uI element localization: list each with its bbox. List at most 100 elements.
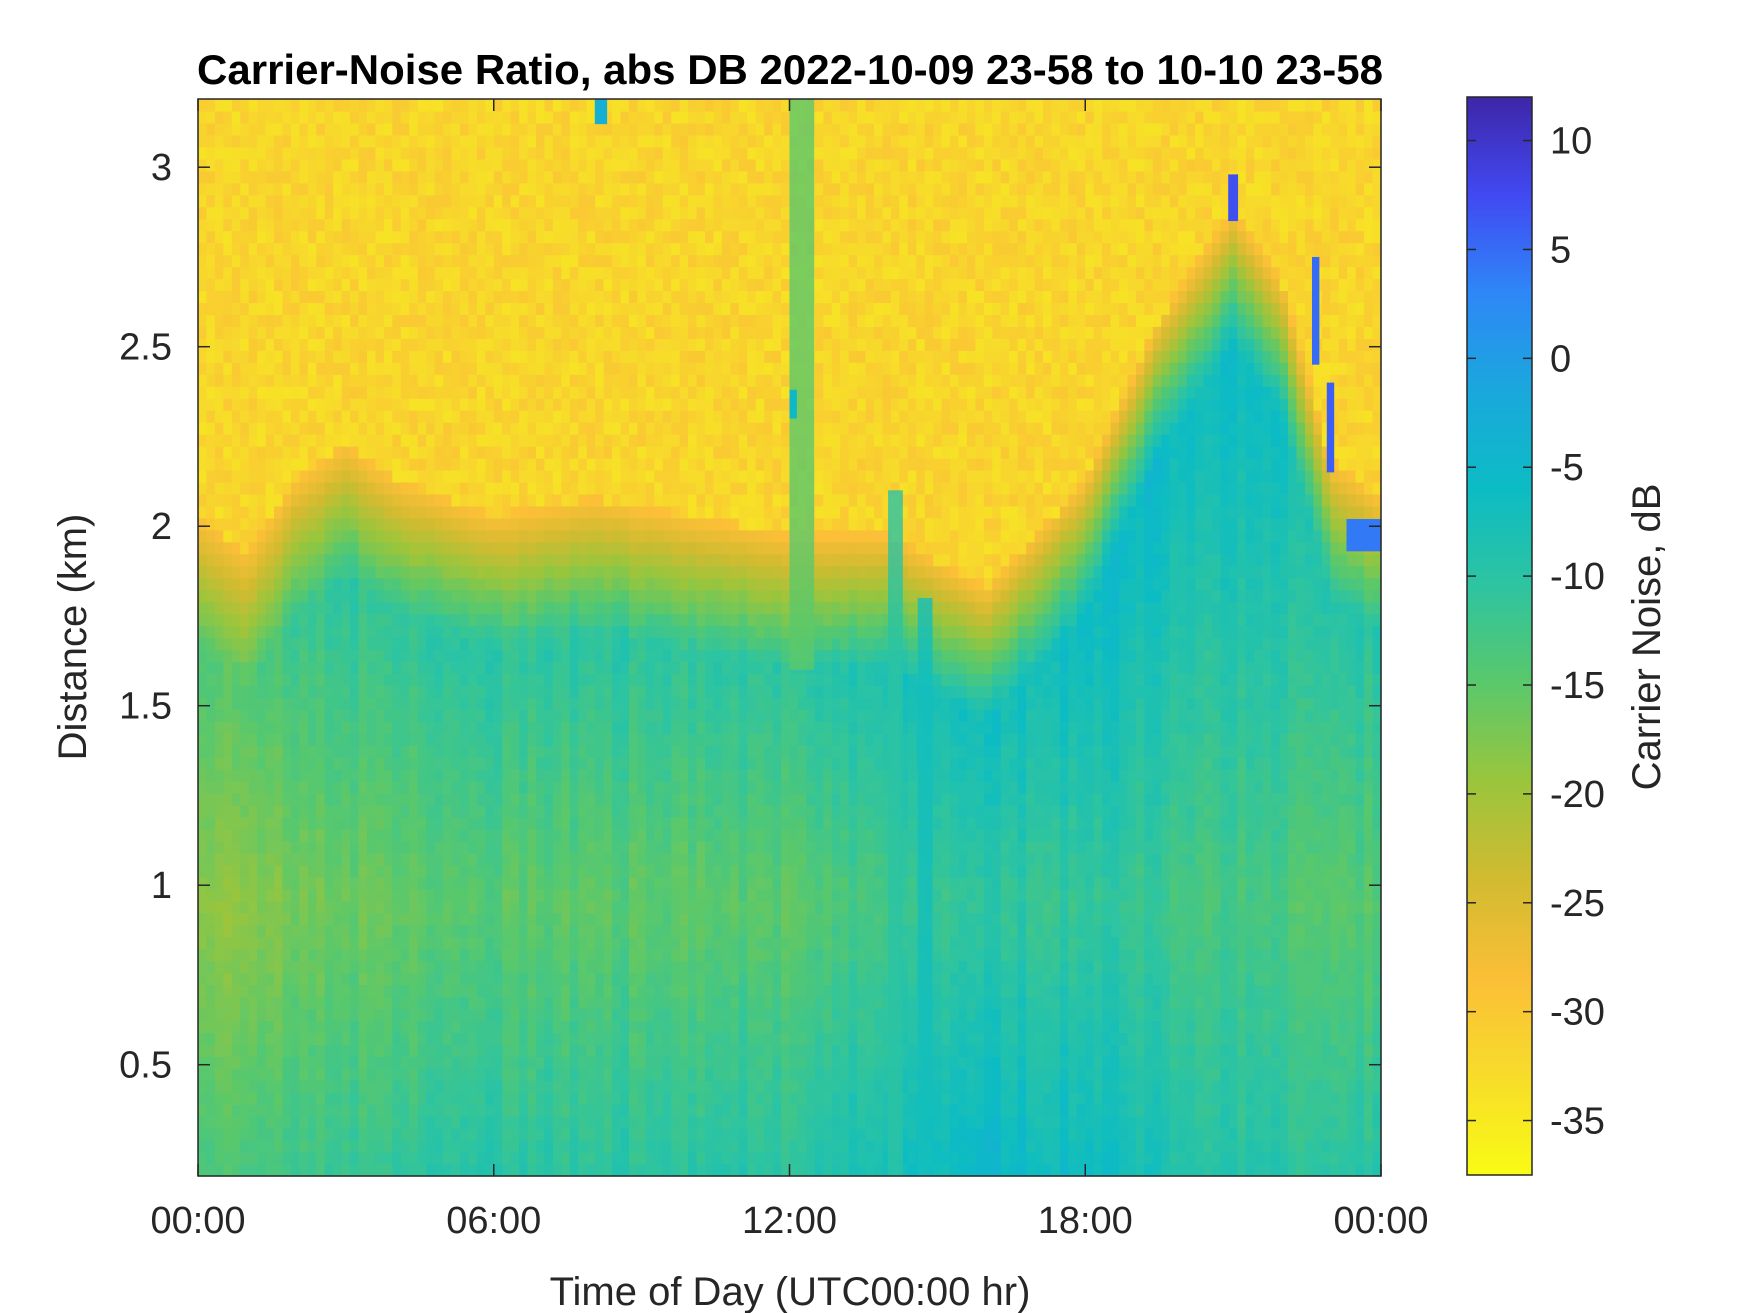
heatmap-cell: [400, 278, 410, 292]
heatmap-cell: [274, 158, 284, 172]
heatmap-cell: [612, 122, 622, 136]
heatmap-cell: [552, 936, 562, 950]
heatmap-cell: [476, 637, 486, 651]
heatmap-cell: [569, 481, 579, 495]
heatmap-cell: [628, 1080, 638, 1093]
heatmap-cell: [459, 314, 469, 327]
heatmap-cell: [324, 194, 334, 208]
heatmap-cell: [561, 1032, 571, 1045]
heatmap-cell: [459, 793, 469, 806]
heatmap-cell: [645, 362, 655, 375]
heatmap-cell: [561, 1128, 571, 1141]
heatmap-cell: [595, 840, 605, 854]
heatmap-cell: [375, 206, 385, 220]
heatmap-cell: [628, 1128, 638, 1141]
heatmap-cell: [240, 314, 250, 327]
heatmap-cell: [358, 398, 368, 411]
heatmap-cell: [409, 793, 419, 806]
heatmap-cell: [333, 613, 343, 627]
heatmap-cell: [527, 374, 537, 387]
heatmap-cell: [392, 805, 402, 818]
heatmap-cell: [612, 422, 622, 435]
heatmap-cell: [265, 721, 275, 734]
heatmap-cell: [274, 278, 284, 292]
heatmap-cell: [561, 996, 571, 1010]
heatmap-cell: [468, 398, 478, 411]
heatmap-cell: [612, 948, 622, 962]
heatmap-cell: [214, 900, 224, 914]
heatmap-cell: [248, 1128, 258, 1141]
heatmap-cell: [206, 781, 216, 794]
heatmap-cell: [400, 805, 410, 818]
heatmap-cell: [383, 649, 393, 663]
heatmap-cell: [417, 721, 427, 734]
heatmap-cell: [290, 314, 300, 327]
heatmap-cell: [620, 1008, 630, 1022]
heatmap-cell: [527, 709, 537, 722]
heatmap-cell: [544, 589, 554, 603]
heatmap-cell: [274, 996, 284, 1010]
heatmap-cell: [400, 505, 410, 519]
heatmap-cell: [620, 817, 630, 830]
heatmap-cell: [400, 960, 410, 974]
heatmap-cell: [426, 134, 436, 148]
heatmap-cell: [367, 1104, 377, 1117]
heatmap-cell: [620, 984, 630, 998]
heatmap-cell: [552, 972, 562, 986]
heatmap-cell: [333, 422, 343, 435]
heatmap-cell: [375, 122, 385, 136]
heatmap-cell: [333, 601, 343, 615]
heatmap-cell: [274, 182, 284, 196]
heatmap-cell: [324, 170, 334, 184]
heatmap-cell: [586, 960, 596, 974]
heatmap-cell: [231, 757, 241, 770]
heatmap-cell: [307, 338, 317, 351]
heatmap-cell: [443, 242, 453, 256]
heatmap-cell: [620, 1128, 630, 1141]
heatmap-cell: [257, 793, 267, 806]
heatmap-cell: [223, 649, 233, 663]
heatmap-cell: [240, 505, 250, 519]
heatmap-cell: [536, 1056, 546, 1069]
heatmap-cell: [290, 769, 300, 782]
heatmap-cell: [282, 350, 292, 363]
heatmap-cell: [654, 1164, 664, 1177]
heatmap-cell: [350, 565, 360, 579]
heatmap-cell: [552, 134, 562, 148]
heatmap-cell: [257, 1092, 267, 1105]
heatmap-cell: [645, 350, 655, 363]
heatmap-cell: [552, 1116, 562, 1129]
heatmap-cell: [434, 960, 444, 974]
heatmap-cell: [443, 302, 453, 315]
heatmap-cell: [409, 434, 419, 447]
heatmap-cell: [443, 110, 453, 124]
heatmap-cell: [307, 1104, 317, 1117]
heatmap-cell: [333, 446, 343, 459]
heatmap-cell: [299, 996, 309, 1010]
heatmap-cell: [586, 362, 596, 375]
heatmap-cell: [645, 553, 655, 567]
heatmap-cell: [443, 505, 453, 519]
heatmap-cell: [206, 134, 216, 148]
heatmap-cell: [612, 398, 622, 411]
heatmap-cell: [206, 840, 216, 854]
heatmap-cell: [274, 266, 284, 280]
heatmap-cell: [443, 589, 453, 603]
heatmap-cell: [620, 864, 630, 878]
heatmap-cell: [586, 781, 596, 794]
heatmap-cell: [561, 146, 571, 160]
heatmap-cell: [400, 410, 410, 423]
heatmap-cell: [392, 828, 402, 842]
heatmap-cell: [476, 840, 486, 854]
heatmap-cell: [628, 685, 638, 698]
heatmap-cell: [383, 1044, 393, 1057]
heatmap-cell: [561, 350, 571, 363]
heatmap-cell: [637, 960, 647, 974]
heatmap-cell: [358, 852, 368, 866]
heatmap-cell: [662, 984, 672, 998]
heatmap-cell: [586, 864, 596, 878]
heatmap-cell: [375, 1044, 385, 1057]
heatmap-cell: [502, 1116, 512, 1129]
heatmap-cell: [324, 278, 334, 292]
heatmap-cell: [375, 1032, 385, 1045]
